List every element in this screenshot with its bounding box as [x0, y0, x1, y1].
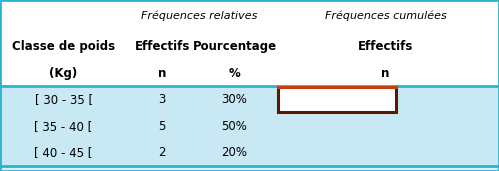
- Bar: [0, 62, 499, 86]
- Text: 30%: 30%: [222, 93, 248, 106]
- Text: 2: 2: [158, 146, 166, 159]
- Text: [ 40 - 45 [: [ 40 - 45 [: [34, 146, 93, 159]
- Text: 5: 5: [159, 120, 166, 133]
- Text: [ 30 - 35 [: [ 30 - 35 [: [34, 93, 93, 106]
- Text: 20%: 20%: [222, 146, 248, 159]
- Text: 50%: 50%: [222, 120, 248, 133]
- Text: n: n: [381, 67, 390, 81]
- Text: Effectifs: Effectifs: [358, 40, 413, 53]
- Bar: [278, 87, 396, 112]
- Text: Effectifs: Effectifs: [135, 40, 190, 53]
- Text: Pourcentage: Pourcentage: [193, 40, 276, 53]
- Text: Fréquences cumulées: Fréquences cumulées: [325, 11, 446, 21]
- Bar: [0, 166, 499, 171]
- Bar: [0, 0, 499, 32]
- Text: Classe de poids: Classe de poids: [12, 40, 115, 53]
- Text: [ 35 - 40 [: [ 35 - 40 [: [34, 120, 93, 133]
- Bar: [0, 32, 499, 62]
- Text: %: %: [229, 67, 241, 81]
- Text: 3: 3: [159, 93, 166, 106]
- Bar: [278, 87, 396, 112]
- Bar: [0, 113, 499, 139]
- Text: (Kg): (Kg): [49, 67, 78, 81]
- Bar: [0, 139, 499, 166]
- Bar: [0, 86, 499, 113]
- Text: Fréquences relatives: Fréquences relatives: [141, 11, 258, 21]
- Text: n: n: [158, 67, 166, 81]
